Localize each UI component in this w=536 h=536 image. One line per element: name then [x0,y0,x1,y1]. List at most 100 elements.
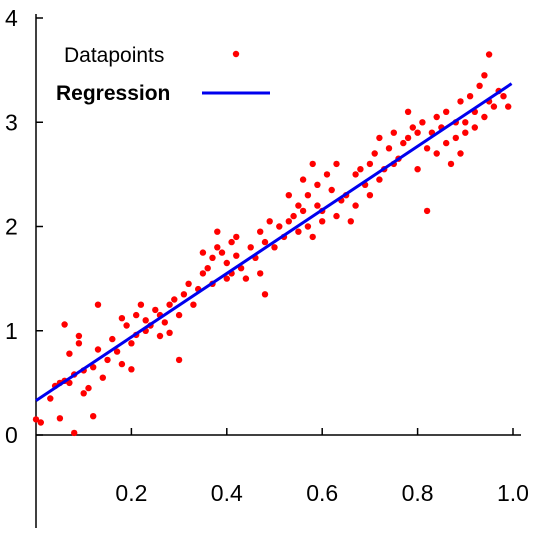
datapoint [61,321,68,328]
datapoint [285,192,292,199]
datapoint [75,340,83,347]
datapoint [199,270,207,277]
datapoint [299,207,307,215]
datapoint [404,108,412,116]
datapoint [404,134,412,142]
legend: Datapoints Regression [56,44,270,105]
datapoint [304,223,312,230]
datapoint [447,160,455,168]
datapoint [376,134,383,142]
datapoint [204,265,211,272]
datapoint [133,311,140,319]
x-tick-label: 0.6 [306,480,338,506]
datapoint [457,150,464,157]
datapoint [261,291,269,298]
datapoint [443,139,450,147]
datapoint [161,319,168,326]
datapoint [409,124,416,131]
datapoint [490,103,498,110]
datapoint [390,129,397,136]
datapoint [185,280,192,287]
datapoint [66,350,73,357]
datapoint [32,416,40,423]
axes [35,14,521,528]
datapoint [319,218,326,225]
datapoint [90,413,97,420]
datapoint [228,238,235,246]
datapoint [309,233,316,241]
x-tick-label: 1.0 [497,480,529,506]
datapoint [347,218,354,225]
y-tick-label: 0 [5,422,18,448]
datapoint [175,311,183,319]
datapoint [128,366,135,373]
y-tick-label: 1 [5,318,18,344]
datapoint [452,134,459,142]
y-axis-ticks: 0 1 2 3 4 [5,5,43,448]
datapoint [414,129,421,136]
datapoint [166,301,173,308]
datapoint [223,275,230,282]
datapoint [481,113,488,121]
datapoint [323,171,331,178]
datapoint [242,275,250,282]
datapoint [261,238,269,246]
datapoint [352,171,359,178]
x-tick-label: 0.8 [402,480,434,506]
datapoint [423,207,431,215]
datapoint [295,202,302,209]
datapoint [123,322,130,329]
datapoint [257,228,264,235]
legend-marker-datapoints [232,50,240,58]
datapoints-layer [32,51,512,437]
datapoint [285,218,292,225]
datapoint [214,228,221,235]
datapoint [304,192,312,199]
datapoint [128,340,135,347]
datapoint [299,176,307,183]
datapoint [433,150,440,157]
datapoint [180,291,188,298]
datapoint [466,93,474,100]
datapoint [142,317,149,324]
datapoint [385,145,393,152]
datapoint [80,390,87,397]
datapoint [414,166,421,173]
datapoint [104,356,111,364]
datapoint [113,348,121,355]
datapoint [166,329,173,336]
y-tick-label: 3 [5,109,18,135]
datapoint [357,166,364,173]
datapoint [505,103,512,110]
datapoint [314,202,321,209]
datapoint [366,160,374,168]
datapoint [109,335,116,343]
datapoint [400,139,407,147]
datapoint [94,346,102,353]
datapoint [457,98,464,105]
datapoint [476,82,483,90]
datapoint [118,315,126,322]
datapoint [333,160,340,168]
datapoint [247,244,254,251]
datapoint [352,202,359,209]
datapoint [56,415,64,422]
datapoint [433,113,440,121]
datapoint [190,301,197,308]
datapoint [481,72,488,79]
datapoint [75,332,83,340]
datapoint [266,218,273,225]
x-tick-label: 0.2 [115,480,147,506]
datapoint [47,395,54,402]
datapoint [37,419,44,426]
datapoint [462,129,469,136]
datapoint [175,356,183,364]
regression-layer [35,82,513,402]
datapoint [371,150,378,157]
datapoint [462,119,469,126]
datapoint [90,364,97,371]
datapoint [199,249,207,256]
datapoint [257,270,264,277]
datapoint [218,249,226,256]
